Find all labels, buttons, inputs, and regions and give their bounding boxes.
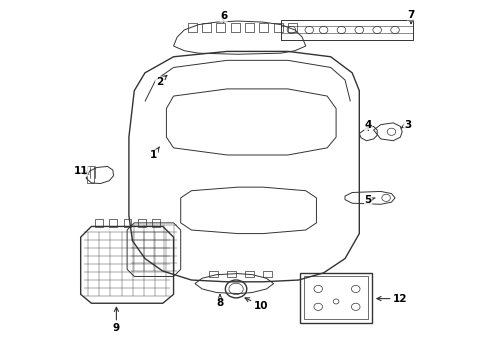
Bar — [304, 276, 368, 319]
Bar — [227, 271, 236, 277]
Bar — [188, 23, 197, 32]
Bar — [231, 23, 240, 32]
Bar — [209, 271, 218, 277]
Bar — [273, 23, 283, 32]
Text: 7: 7 — [407, 10, 415, 24]
Text: 1: 1 — [150, 147, 159, 160]
Bar — [95, 219, 103, 227]
Text: 6: 6 — [220, 12, 227, 22]
Text: 9: 9 — [113, 307, 120, 333]
Bar — [123, 219, 131, 227]
Bar — [263, 271, 272, 277]
Bar — [202, 23, 211, 32]
Text: 12: 12 — [377, 294, 408, 303]
Bar — [217, 23, 225, 32]
Bar — [87, 166, 94, 183]
Text: 11: 11 — [74, 166, 89, 176]
Text: 2: 2 — [156, 75, 167, 87]
Bar — [109, 219, 117, 227]
Text: 4: 4 — [365, 120, 372, 130]
Text: 8: 8 — [217, 294, 223, 308]
Text: 5: 5 — [365, 195, 375, 204]
Bar — [138, 219, 146, 227]
Text: 10: 10 — [245, 298, 269, 311]
Bar — [245, 23, 254, 32]
Text: 3: 3 — [401, 120, 411, 130]
Bar — [300, 273, 372, 323]
Bar — [152, 219, 160, 227]
Bar — [288, 23, 297, 32]
Bar — [245, 271, 254, 277]
Bar — [281, 20, 413, 40]
Bar — [259, 23, 268, 32]
